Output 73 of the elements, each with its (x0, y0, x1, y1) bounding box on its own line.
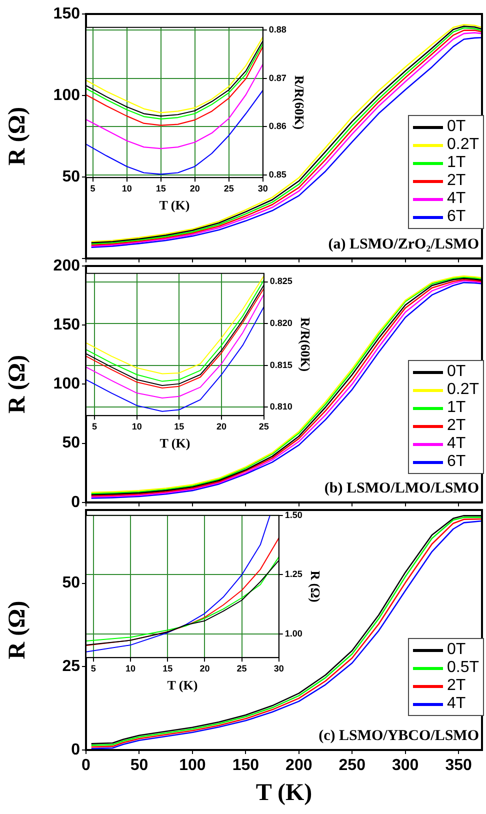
x-tick-label: 350 (445, 757, 472, 774)
legend-label: 0.2T (446, 381, 479, 399)
y2-tick-label: 0.815 (270, 360, 292, 370)
x-tick-label: 15 (162, 663, 173, 674)
y-tick-label: 50 (62, 434, 80, 452)
y-axis-title: R (Ω) (4, 354, 31, 414)
y2-tick-label: 0.87 (268, 72, 286, 83)
legend-label: 1T (446, 399, 466, 417)
x-axis-title: T (K) (159, 198, 190, 213)
annotation: (a) LSMO/ZrO₂/LSMO (328, 236, 479, 252)
y-axis-title: R (Ω) (4, 106, 31, 166)
y-axis-title: R (Ω) (4, 600, 31, 660)
y2-tick-label: 0.86 (268, 121, 286, 132)
x-tick-label: 30 (258, 183, 268, 194)
x-tick-label: 25 (236, 663, 247, 674)
x-tick-label: 150 (232, 757, 260, 774)
y2-axis-title: R/R(60K) (292, 75, 307, 130)
x-tick-label: 20 (216, 421, 227, 432)
legend-label: 1T (446, 154, 466, 172)
x-axis-title: T (K) (167, 678, 198, 693)
y2-tick-label: 0.85 (268, 170, 286, 180)
x-tick-label: 5 (90, 663, 96, 674)
legend-label: 0T (446, 118, 466, 136)
x-tick-label: 50 (130, 757, 148, 774)
x-tick-label: 10 (132, 421, 142, 432)
annotation: (c) LSMO/YBCO/LSMO (318, 728, 479, 744)
x-tick-label: 250 (338, 757, 366, 774)
y-tick-label: 100 (53, 86, 80, 104)
legend-label: 4T (446, 190, 466, 208)
annotation: (b) LSMO/LMO/LSMO (324, 480, 479, 496)
x-tick-label: 5 (90, 183, 96, 194)
x-tick-label: 25 (258, 421, 269, 432)
y2-axis-title: R (Ω) (308, 570, 323, 602)
y2-tick-label: 0.825 (270, 276, 292, 286)
y-tick-label: 150 (53, 5, 80, 22)
y2-tick-label: 0.810 (270, 402, 292, 412)
x-tick-label: 30 (274, 663, 284, 674)
legend-label: 0T (446, 363, 466, 381)
x-axis-title: T (K) (256, 780, 312, 806)
legend-label: 0.5T (446, 659, 479, 677)
y2-tick-label: 1.00 (284, 628, 302, 638)
x-tick-label: 20 (200, 663, 210, 674)
y-tick-label: 100 (53, 376, 80, 393)
x-tick-label: 5 (92, 421, 97, 432)
x-tick-label: 20 (190, 183, 200, 194)
legend-label: 4T (446, 435, 466, 453)
y-tick-label: 0 (71, 741, 80, 758)
x-tick-label: 10 (126, 663, 136, 674)
y-tick-label: 0 (71, 494, 80, 511)
y-tick-label: 50 (62, 574, 80, 592)
x-axis-title: T (K) (160, 436, 190, 451)
y2-tick-label: 0.88 (268, 24, 286, 34)
legend-label: 2T (446, 677, 466, 695)
x-tick-label: 25 (224, 183, 234, 194)
y2-axis-title: R/R(60K) (298, 317, 313, 372)
legend-label: 0T (446, 641, 466, 659)
x-tick-label: 200 (286, 757, 312, 774)
x-tick-label: 10 (122, 183, 132, 194)
x-tick-label: 15 (174, 421, 184, 432)
y2-tick-label: 1.25 (284, 569, 302, 580)
legend-label: 6T (446, 208, 466, 226)
legend-label: 2T (446, 172, 466, 190)
y2-tick-label: 0.820 (270, 318, 292, 328)
x-tick-label: 300 (392, 757, 419, 774)
x-tick-label: 100 (179, 757, 206, 774)
y2-tick-label: 1.50 (284, 510, 302, 520)
y-tick-label: 200 (53, 257, 80, 274)
y-tick-label: 150 (53, 316, 80, 334)
legend-label: 6T (446, 453, 466, 471)
legend-label: 0.2T (446, 136, 479, 154)
x-tick-label: 15 (156, 183, 166, 194)
legend-label: 4T (446, 695, 466, 713)
legend-label: 2T (446, 417, 466, 435)
